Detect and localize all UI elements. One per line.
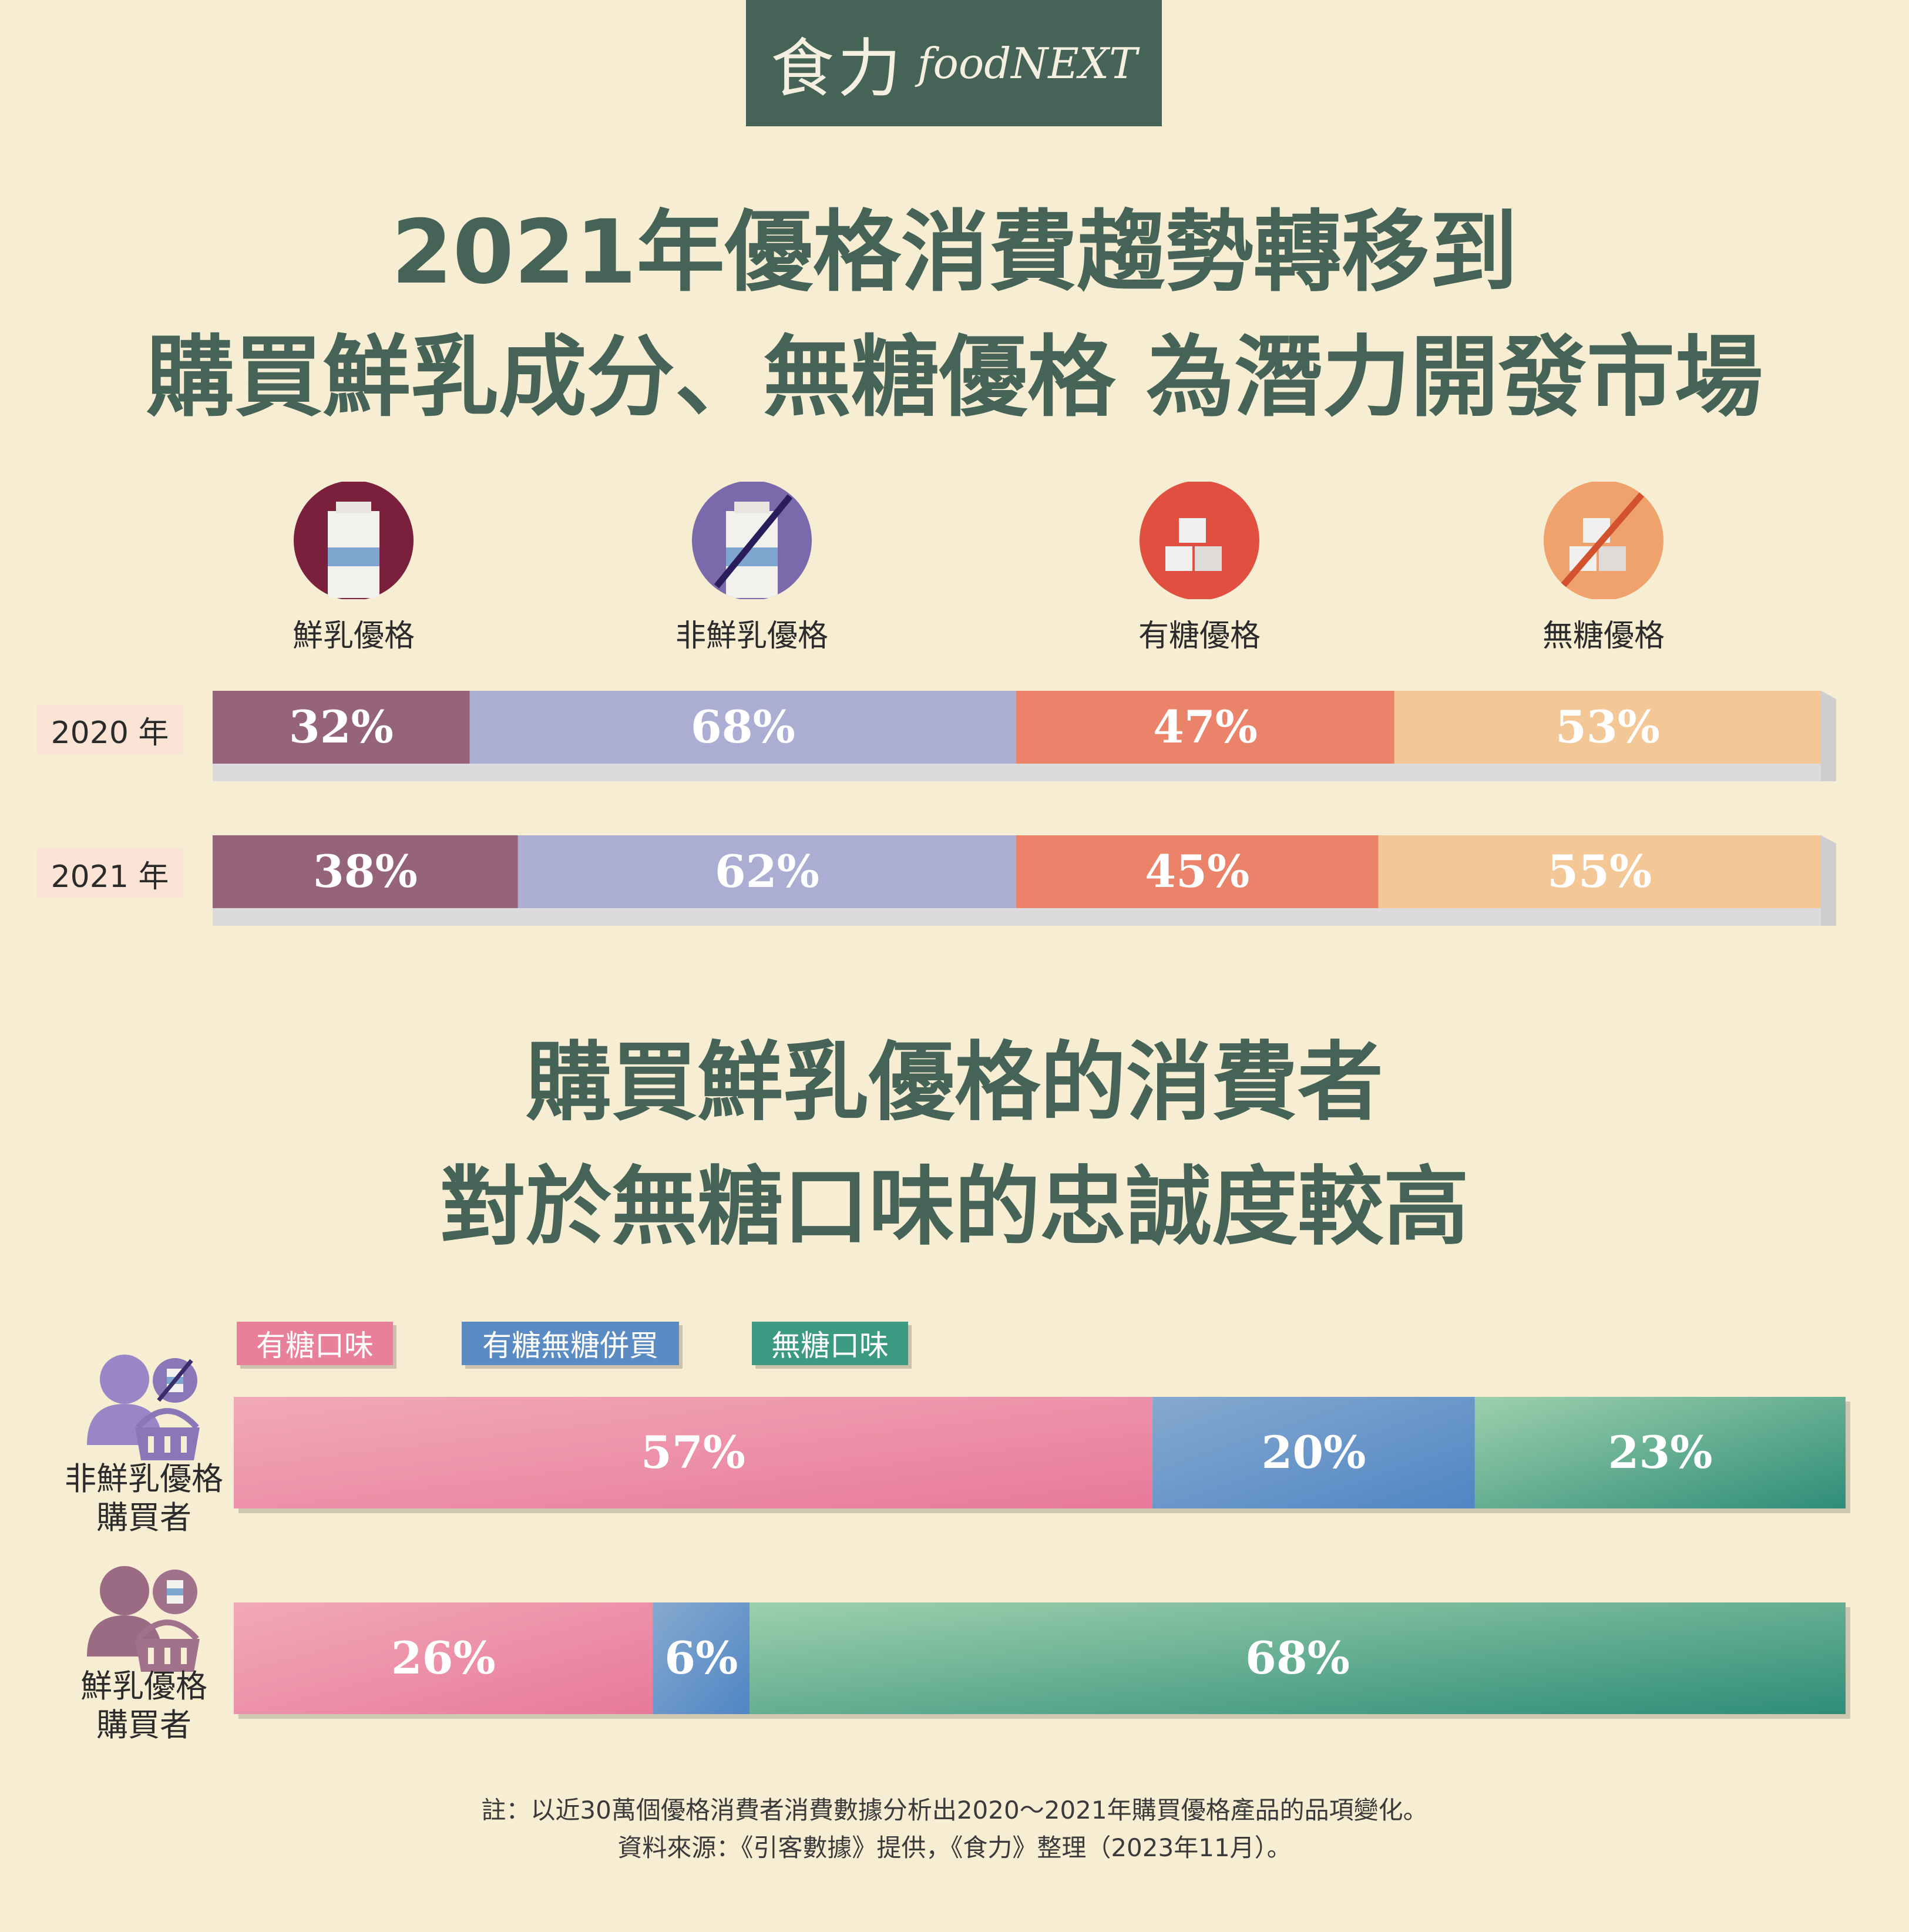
bar-segment	[213, 835, 518, 908]
bar-depth-side	[1821, 691, 1836, 781]
year-label-2020: 2020 年	[36, 705, 183, 754]
category-icons	[294, 482, 1663, 599]
bar-segment	[1378, 835, 1821, 908]
group-label-fresh-line1: 鮮乳優格	[80, 1668, 207, 1705]
group-label-fresh: 鮮乳優格 購買者	[53, 1667, 235, 1745]
category-label-sugar: 有糖優格	[1138, 619, 1261, 654]
bar-segment	[234, 1602, 653, 1714]
value-label: 20%	[1261, 1426, 1366, 1479]
group-label-non-fresh-line2: 購買者	[96, 1499, 191, 1536]
value-label: 53%	[1555, 701, 1660, 753]
brand-logo: 食力 foodNEXT	[746, 0, 1162, 126]
legend-unsweet: 無糖口味	[752, 1322, 908, 1365]
person-basket-crossed-milk-icon	[87, 1355, 200, 1460]
sugar-cube-icon	[1140, 482, 1259, 599]
main-title-line1: 2021年優格消費趨勢轉移到	[391, 201, 1518, 304]
bar-segment	[517, 835, 1016, 908]
bar-segment	[1474, 1397, 1846, 1508]
year-label-2021: 2021 年	[36, 849, 183, 898]
bar-segment	[1016, 835, 1379, 908]
legend-mixed: 有糖無糖併買	[462, 1322, 679, 1365]
logo-zh: 食力	[770, 32, 905, 106]
bar-segment	[653, 1602, 750, 1714]
bar-segment	[1394, 691, 1821, 764]
value-label: 62%	[715, 845, 819, 898]
value-label: 38%	[313, 845, 418, 898]
value-label: 23%	[1608, 1426, 1712, 1479]
section-title-line2: 對於無糖口味的忠誠度較高	[440, 1157, 1469, 1257]
bar-segment	[234, 1397, 1153, 1508]
footnote: 註：以近30萬個優格消費者消費數據分析出2020～2021年購買優格產品的品項變…	[481, 1796, 1428, 1825]
value-label: 6%	[664, 1632, 738, 1684]
bar-depth-side	[1821, 835, 1836, 926]
group-label-non-fresh: 非鮮乳優格 購買者	[53, 1460, 235, 1537]
value-label: 26%	[391, 1632, 496, 1684]
category-label-non-fresh: 非鮮乳優格	[675, 619, 828, 654]
value-label: 68%	[691, 701, 795, 753]
value-label: 68%	[1245, 1632, 1350, 1684]
value-label: 57%	[641, 1426, 745, 1479]
person-basket-milk-icon	[87, 1566, 200, 1672]
bar-segment	[1152, 1397, 1475, 1508]
group-label-fresh-line2: 購買者	[96, 1706, 191, 1743]
group-label-non-fresh-line1: 非鮮乳優格	[65, 1460, 223, 1497]
crossed-milk-carton-icon	[692, 482, 812, 599]
value-label: 45%	[1145, 845, 1249, 898]
value-label: 55%	[1547, 845, 1652, 898]
category-label-no-sugar: 無糖優格	[1542, 619, 1665, 654]
bar-segment	[213, 691, 470, 764]
bar-segment	[469, 691, 1016, 764]
main-title-line2: 購買鮮乳成分、無糖優格 為潛力開發市場	[146, 327, 1763, 429]
logo-en: foodNEXT	[917, 38, 1138, 88]
bar-depth-bottom	[213, 764, 1821, 781]
crossed-sugar-cube-icon	[1544, 482, 1663, 599]
chart-category-share: 32% 68% 47% 53% 38% 62% 45% 55%	[213, 691, 1836, 926]
bar-segment	[1016, 691, 1394, 764]
value-label: 47%	[1153, 701, 1258, 753]
bar-segment	[750, 1602, 1846, 1714]
value-label: 32%	[289, 701, 394, 753]
legend-sweet: 有糖口味	[237, 1322, 393, 1365]
chart-flavor-loyalty: 57% 20% 23% 26% 6% 68%	[234, 1397, 1850, 1719]
bar-depth-bottom	[213, 908, 1821, 926]
source-note: 資料來源：《引客數據》提供，《食力》整理（2023年11月）。	[617, 1833, 1292, 1862]
category-label-fresh: 鮮乳優格	[292, 619, 415, 654]
milk-carton-icon	[294, 482, 414, 599]
section-title-line1: 購買鮮乳優格的消費者	[526, 1033, 1383, 1133]
